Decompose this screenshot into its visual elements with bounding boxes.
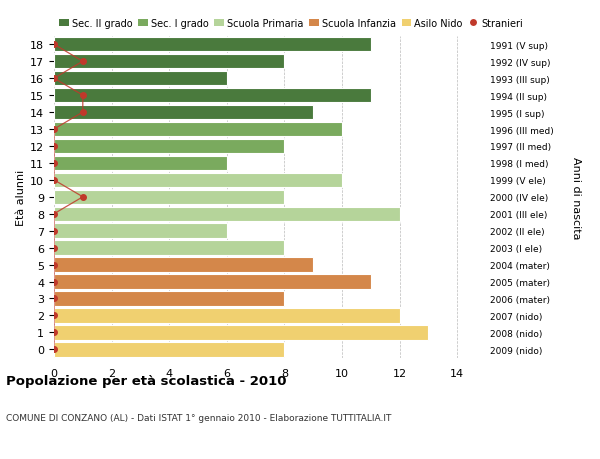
Point xyxy=(49,329,59,336)
Bar xyxy=(54,207,400,221)
Point xyxy=(49,245,59,252)
Point xyxy=(49,278,59,285)
Point xyxy=(78,92,88,100)
Bar xyxy=(54,72,227,86)
Text: COMUNE DI CONZANO (AL) - Dati ISTAT 1° gennaio 2010 - Elaborazione TUTTITALIA.IT: COMUNE DI CONZANO (AL) - Dati ISTAT 1° g… xyxy=(6,413,391,422)
Point xyxy=(49,211,59,218)
Bar xyxy=(54,342,284,357)
Bar xyxy=(54,325,428,340)
Bar xyxy=(54,258,313,272)
Bar xyxy=(54,173,342,188)
Bar xyxy=(54,123,342,137)
Bar xyxy=(54,140,284,154)
Point xyxy=(49,228,59,235)
Point xyxy=(78,58,88,66)
Point xyxy=(49,41,59,49)
Bar xyxy=(54,55,284,69)
Bar xyxy=(54,224,227,238)
Point xyxy=(78,194,88,201)
Bar xyxy=(54,38,371,52)
Point xyxy=(49,160,59,167)
Bar xyxy=(54,308,400,323)
Point xyxy=(49,346,59,353)
Bar xyxy=(54,106,313,120)
Bar xyxy=(54,190,284,205)
Bar xyxy=(54,275,371,289)
Bar xyxy=(54,89,371,103)
Point xyxy=(49,126,59,134)
Bar xyxy=(54,241,284,255)
Point xyxy=(49,143,59,150)
Bar xyxy=(54,291,284,306)
Point xyxy=(49,261,59,269)
Legend: Sec. II grado, Sec. I grado, Scuola Primaria, Scuola Infanzia, Asilo Nido, Stran: Sec. II grado, Sec. I grado, Scuola Prim… xyxy=(59,19,523,28)
Point xyxy=(49,295,59,302)
Point xyxy=(49,312,59,319)
Point xyxy=(78,109,88,117)
Y-axis label: Età alunni: Età alunni xyxy=(16,169,26,225)
Point xyxy=(49,75,59,83)
Point xyxy=(49,177,59,184)
Bar xyxy=(54,157,227,171)
Y-axis label: Anni di nascita: Anni di nascita xyxy=(571,156,581,239)
Text: Popolazione per età scolastica - 2010: Popolazione per età scolastica - 2010 xyxy=(6,374,287,387)
